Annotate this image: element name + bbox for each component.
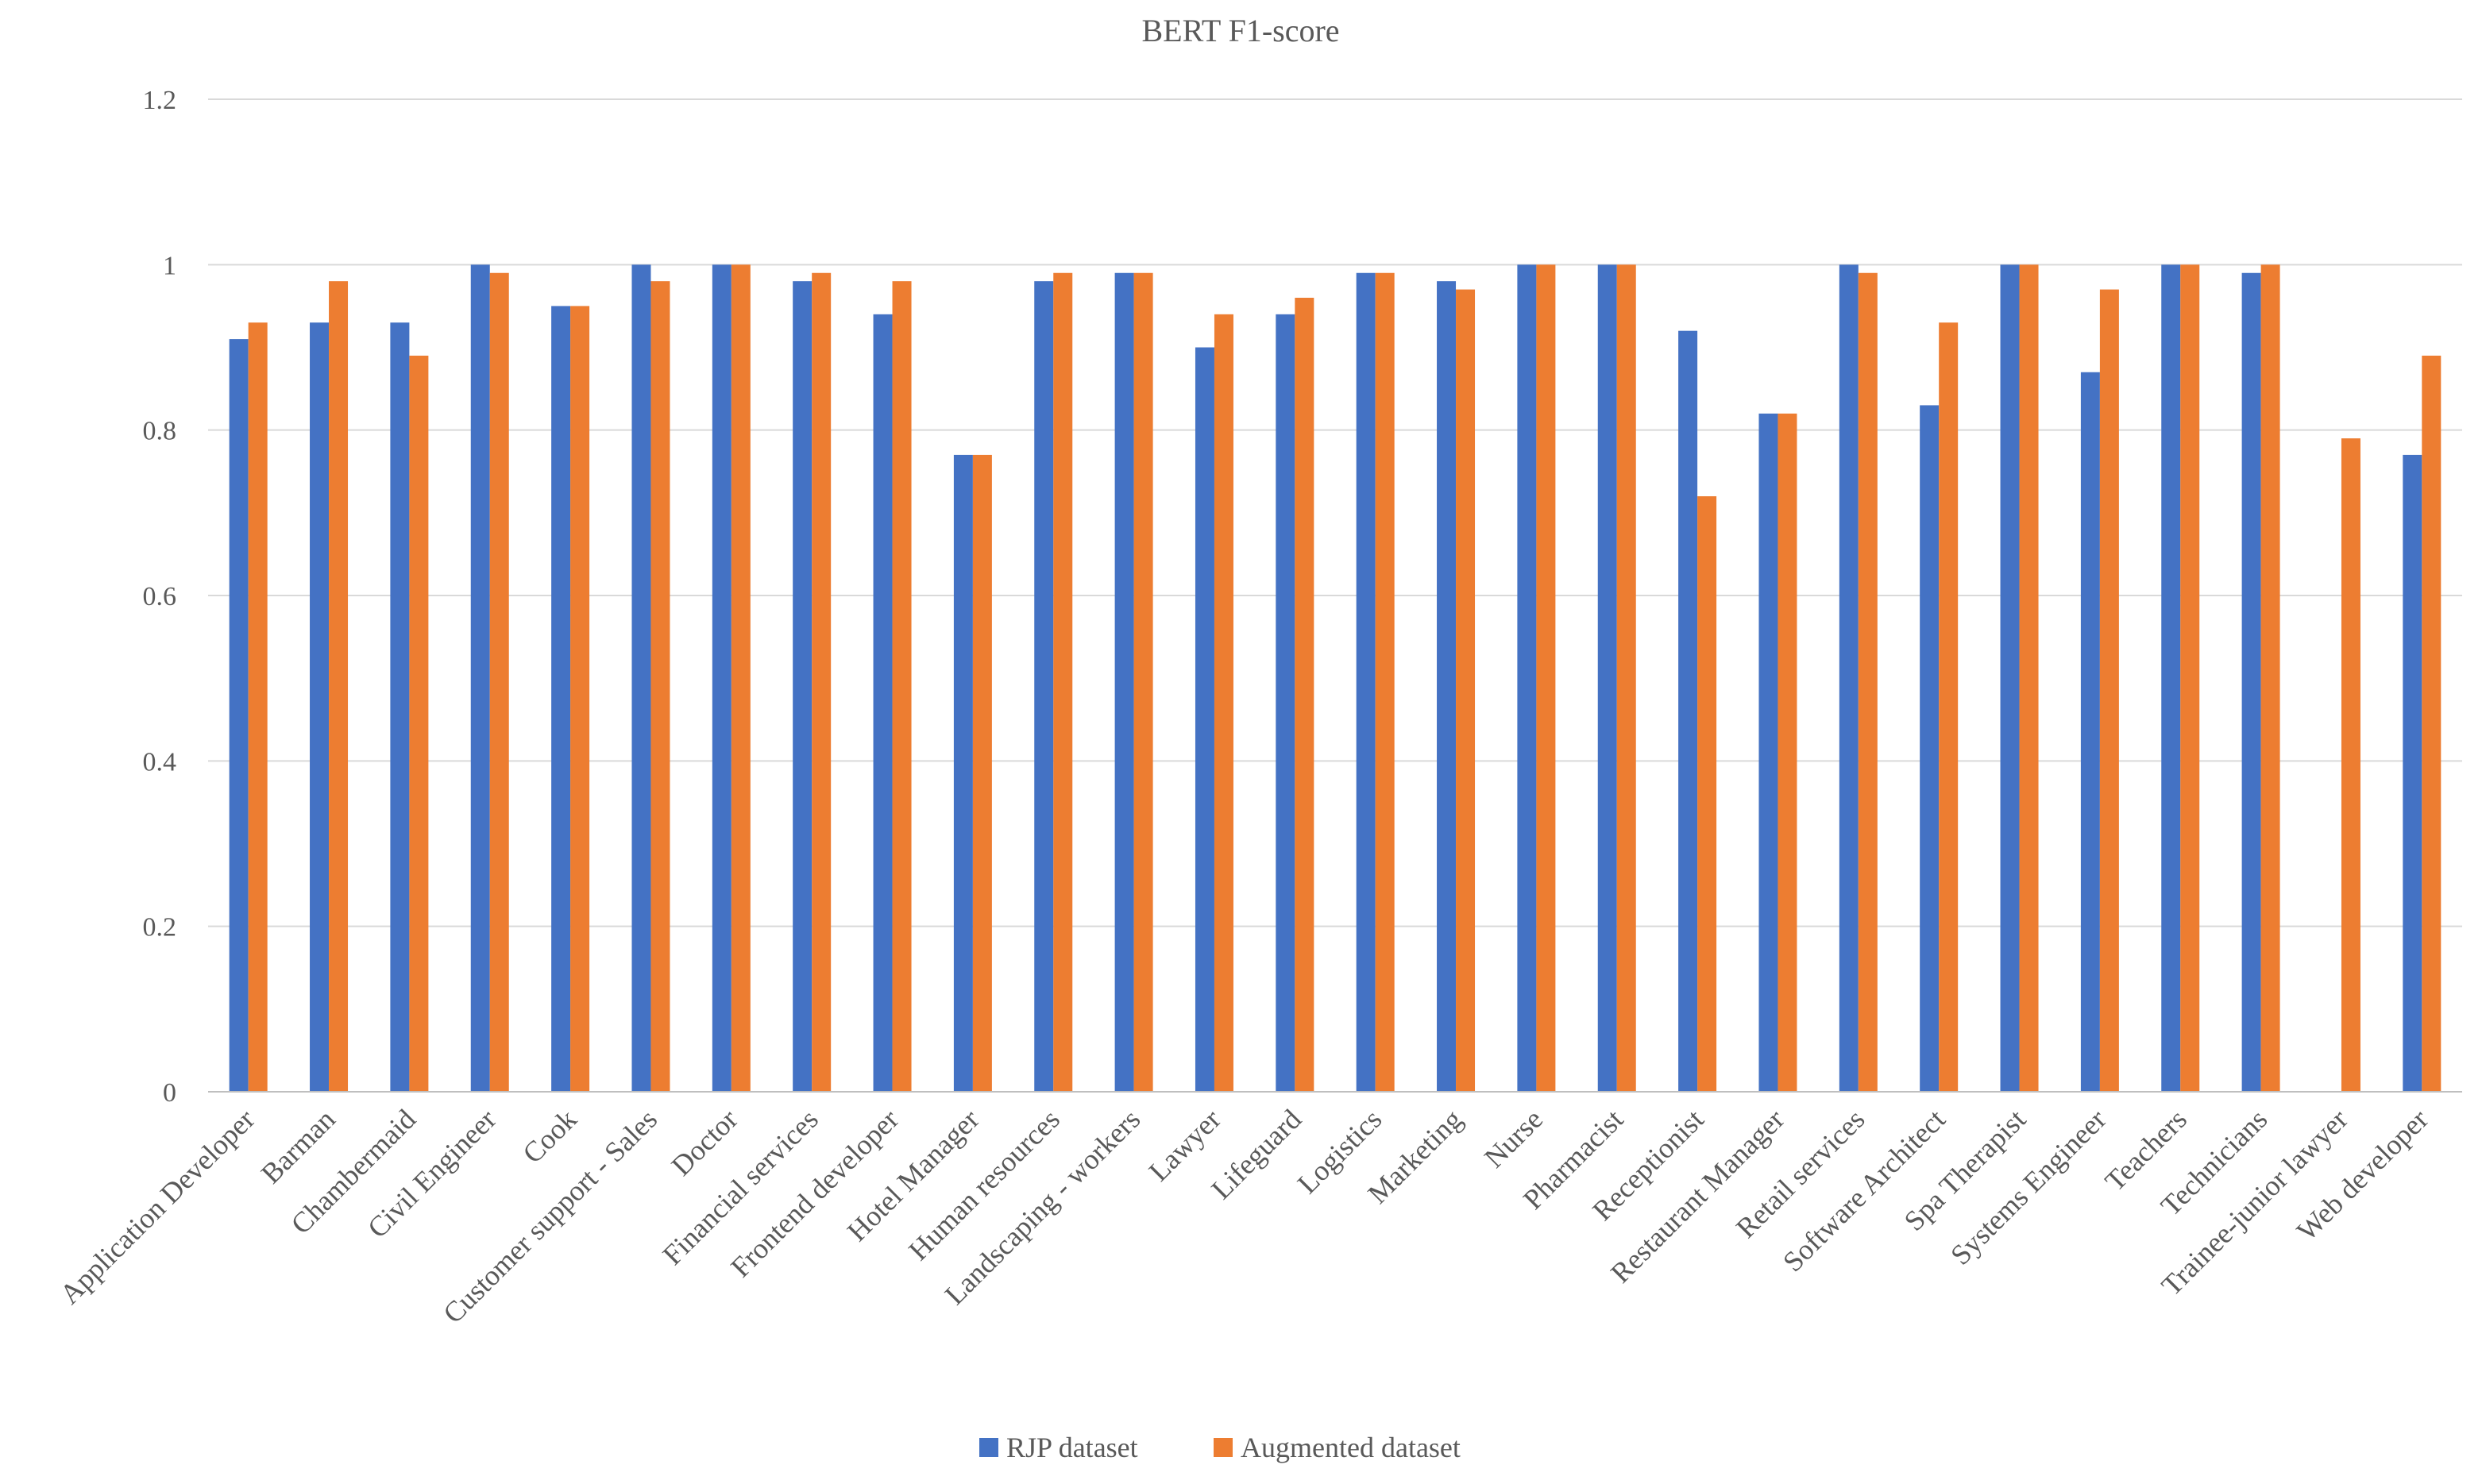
bar-rjp [712, 264, 731, 1092]
y-tick-label: 1 [163, 251, 176, 280]
bar-rjp [2080, 372, 2100, 1092]
bar-rjp [1276, 314, 1295, 1092]
bar-augmented [570, 306, 590, 1093]
x-tick-label: Application Developer [53, 1103, 261, 1310]
bar-augmented [248, 322, 268, 1092]
x-tick-label: Doctor [666, 1103, 744, 1181]
bar-rjp [2241, 272, 2261, 1092]
legend-swatch-rjp [979, 1438, 998, 1457]
bar-rjp [1839, 264, 1859, 1092]
bar-augmented [1295, 298, 1314, 1092]
y-tick-label: 0.2 [143, 913, 177, 942]
legend-label-augmented: Augmented dataset [1241, 1432, 1461, 1463]
bar-rjp [1597, 264, 1617, 1092]
bar-augmented [1858, 272, 1878, 1092]
bar-rjp [1678, 330, 1698, 1093]
y-tick-label: 1.2 [143, 86, 177, 115]
x-tick-label: Cook [516, 1103, 582, 1169]
bar-augmented [812, 272, 832, 1092]
bar-augmented [2019, 264, 2039, 1092]
bar-augmented [489, 272, 509, 1092]
bar-rjp [1437, 281, 1457, 1093]
bar-augmented [2422, 355, 2441, 1093]
bar-rjp [1114, 272, 1134, 1092]
bar-rjp [793, 281, 813, 1093]
bar-rjp [2000, 264, 2020, 1092]
bar-augmented [329, 281, 349, 1093]
y-tick-label: 0 [163, 1078, 176, 1108]
bars [229, 264, 2441, 1093]
legend-swatch-augmented [1214, 1438, 1233, 1457]
bar-augmented [409, 355, 429, 1093]
bar-augmented [731, 264, 751, 1092]
bar-rjp [551, 306, 571, 1093]
x-axis-ticks: Application DeveloperBarmanChambermaidCi… [53, 1103, 2434, 1329]
bar-rjp [953, 454, 973, 1092]
gridlines [208, 98, 2462, 927]
bar-augmented [1778, 413, 1797, 1092]
bar-rjp [1034, 281, 1054, 1093]
y-axis-ticks: 0 0.2 0.4 0.6 0.8 1 1.2 [143, 86, 177, 1108]
bar-rjp [310, 322, 330, 1092]
bar-rjp [1356, 272, 1376, 1092]
y-tick-label: 0.4 [143, 747, 177, 777]
bar-augmented [1053, 272, 1073, 1092]
bar-augmented [2099, 289, 2119, 1092]
bar-rjp [1195, 347, 1214, 1092]
bar-augmented [1456, 289, 1476, 1092]
y-tick-label: 0.6 [143, 582, 177, 611]
bar-rjp [390, 322, 410, 1092]
bar-rjp [229, 339, 249, 1092]
bar-augmented [972, 454, 992, 1092]
bar-rjp [2403, 454, 2422, 1092]
legend-label-rjp: RJP dataset [1006, 1432, 1138, 1463]
bar-augmented [1133, 272, 1153, 1092]
bar-augmented [1939, 322, 1959, 1092]
bar-augmented [2180, 264, 2200, 1092]
bar-rjp [2161, 264, 2181, 1092]
chart-title: BERT F1-score [1141, 13, 1339, 48]
bar-rjp [631, 264, 651, 1092]
bar-augmented [1697, 496, 1717, 1092]
bar-augmented [892, 281, 912, 1093]
bar-rjp [1758, 413, 1778, 1092]
x-tick-label: Nurse [1478, 1103, 1549, 1174]
y-tick-label: 0.8 [143, 417, 177, 446]
bar-augmented [1536, 264, 1556, 1092]
legend: RJP dataset Augmented dataset [979, 1432, 1461, 1463]
bar-rjp [470, 264, 490, 1092]
bar-rjp [1920, 405, 1940, 1093]
x-tick-label: Lifeguard [1205, 1103, 1307, 1205]
bar-augmented [1375, 272, 1395, 1092]
bar-augmented [2260, 264, 2280, 1092]
bar-augmented [650, 281, 670, 1093]
bar-augmented [1616, 264, 1636, 1092]
bar-augmented [1214, 314, 1233, 1092]
bar-augmented [2341, 438, 2360, 1092]
bar-rjp [873, 314, 893, 1092]
bar-rjp [1517, 264, 1537, 1092]
